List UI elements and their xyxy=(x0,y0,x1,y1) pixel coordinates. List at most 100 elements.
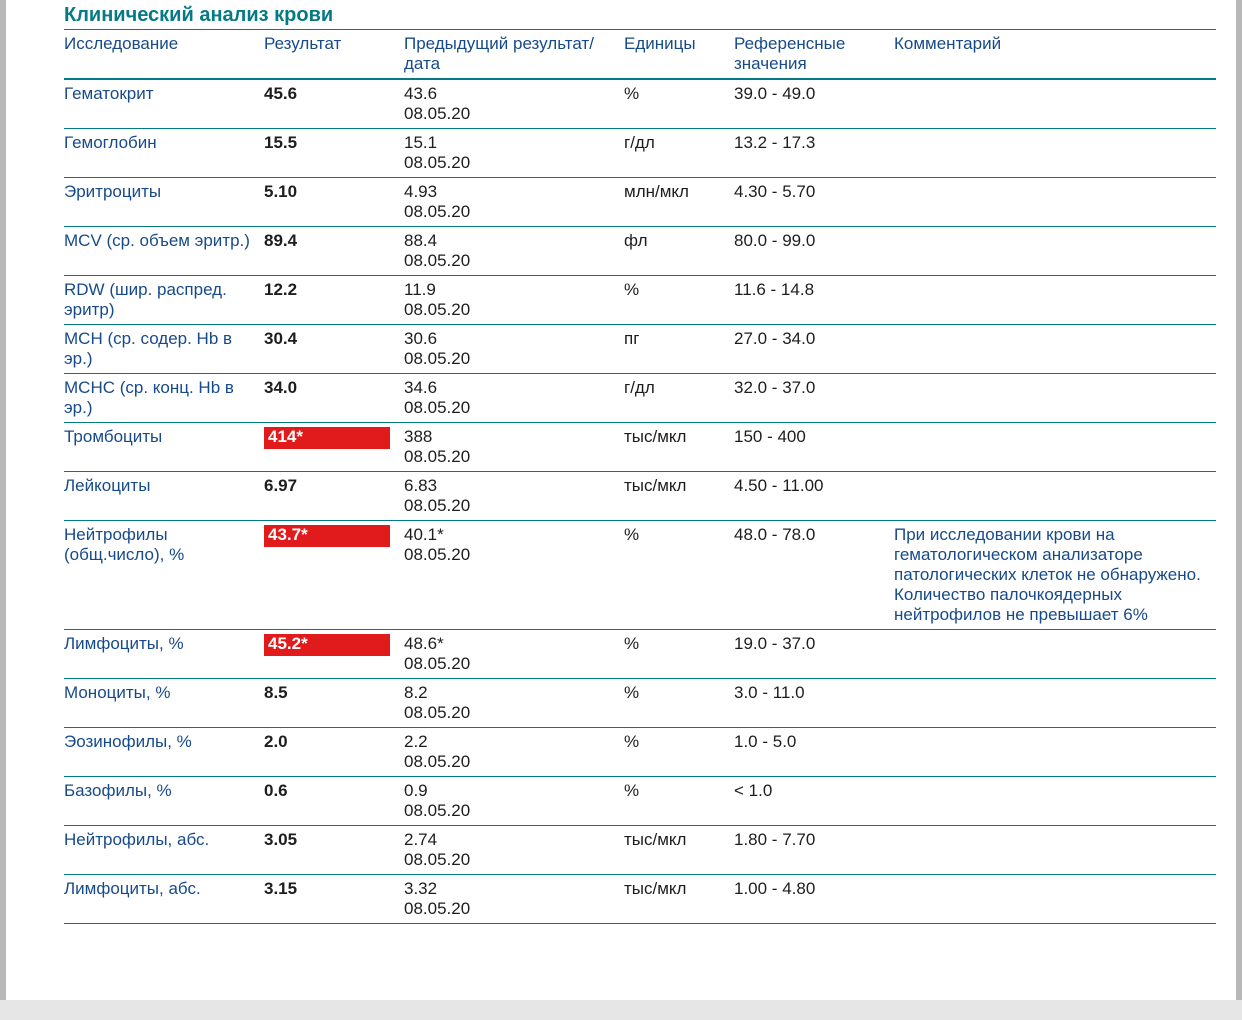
cell-reference: 19.0 - 37.0 xyxy=(734,630,894,679)
cell-reference: 3.0 - 11.0 xyxy=(734,679,894,728)
cell-reference: < 1.0 xyxy=(734,777,894,826)
cell-comment xyxy=(894,630,1216,679)
table-row: Гемоглобин15.515.108.05.20г/дл13.2 - 17.… xyxy=(64,129,1216,178)
cell-previous: 30.608.05.20 xyxy=(404,325,624,374)
prev-value: 8.2 xyxy=(404,683,428,702)
prev-date: 08.05.20 xyxy=(404,496,618,516)
cell-test: Нейтрофилы, абс. xyxy=(64,826,264,875)
cell-comment xyxy=(894,472,1216,521)
cell-reference: 150 - 400 xyxy=(734,423,894,472)
col-header-prev: Предыдущий результат/дата xyxy=(404,30,624,79)
cell-previous: 88.408.05.20 xyxy=(404,227,624,276)
cell-previous: 34.608.05.20 xyxy=(404,374,624,423)
abnormal-badge: 414* xyxy=(264,427,390,449)
prev-value: 388 xyxy=(404,427,432,446)
cell-units: тыс/мкл xyxy=(624,826,734,875)
cell-test: Эозинофилы, % xyxy=(64,728,264,777)
table-row: RDW (шир. распред. эритр)12.211.908.05.2… xyxy=(64,276,1216,325)
cell-units: % xyxy=(624,79,734,129)
prev-value: 48.6* xyxy=(404,634,444,653)
cell-comment xyxy=(894,679,1216,728)
cell-previous: 2.7408.05.20 xyxy=(404,826,624,875)
cell-previous: 0.908.05.20 xyxy=(404,777,624,826)
cell-units: % xyxy=(624,777,734,826)
cell-reference: 1.0 - 5.0 xyxy=(734,728,894,777)
col-header-ref: Референсные значения xyxy=(734,30,894,79)
cell-reference: 32.0 - 37.0 xyxy=(734,374,894,423)
prev-value: 3.32 xyxy=(404,879,437,898)
cell-result: 12.2 xyxy=(264,276,404,325)
prev-value: 2.74 xyxy=(404,830,437,849)
prev-date: 08.05.20 xyxy=(404,153,618,173)
cell-previous: 40.1*08.05.20 xyxy=(404,521,624,630)
cell-reference: 11.6 - 14.8 xyxy=(734,276,894,325)
table-row: Нейтрофилы (общ.число), %43.7*40.1*08.05… xyxy=(64,521,1216,630)
prev-value: 30.6 xyxy=(404,329,437,348)
page-root: Клинический анализ крови Исследование Ре… xyxy=(0,0,1242,1020)
prev-date: 08.05.20 xyxy=(404,398,618,418)
cell-previous: 38808.05.20 xyxy=(404,423,624,472)
prev-date: 08.05.20 xyxy=(404,447,618,467)
cell-comment xyxy=(894,423,1216,472)
cell-test: Гемоглобин xyxy=(64,129,264,178)
cell-result: 45.6 xyxy=(264,79,404,129)
cell-previous: 11.908.05.20 xyxy=(404,276,624,325)
cell-result: 34.0 xyxy=(264,374,404,423)
section-title: Клинический анализ крови xyxy=(64,0,1216,30)
prev-date: 08.05.20 xyxy=(404,899,618,919)
cell-previous: 3.3208.05.20 xyxy=(404,875,624,924)
cell-previous: 4.9308.05.20 xyxy=(404,178,624,227)
cell-result: 30.4 xyxy=(264,325,404,374)
cell-test: Лимфоциты, абс. xyxy=(64,875,264,924)
cell-test: Базофилы, % xyxy=(64,777,264,826)
cell-reference: 80.0 - 99.0 xyxy=(734,227,894,276)
cell-result: 0.6 xyxy=(264,777,404,826)
cell-comment xyxy=(894,777,1216,826)
cell-comment xyxy=(894,129,1216,178)
cell-result: 414* xyxy=(264,423,404,472)
cell-result: 2.0 xyxy=(264,728,404,777)
cell-result: 5.10 xyxy=(264,178,404,227)
prev-value: 40.1* xyxy=(404,525,444,544)
cell-units: тыс/мкл xyxy=(624,423,734,472)
cell-previous: 2.208.05.20 xyxy=(404,728,624,777)
prev-date: 08.05.20 xyxy=(404,251,618,271)
prev-date: 08.05.20 xyxy=(404,104,618,124)
table-row: MCHC (ср. конц. Hb в эр.)34.034.608.05.2… xyxy=(64,374,1216,423)
cell-comment xyxy=(894,178,1216,227)
cell-result: 3.05 xyxy=(264,826,404,875)
prev-value: 2.2 xyxy=(404,732,428,751)
prev-value: 11.9 xyxy=(404,280,436,299)
cell-units: млн/мкл xyxy=(624,178,734,227)
cell-comment xyxy=(894,374,1216,423)
cell-previous: 15.108.05.20 xyxy=(404,129,624,178)
cell-test: Эритроциты xyxy=(64,178,264,227)
cell-comment xyxy=(894,325,1216,374)
prev-date: 08.05.20 xyxy=(404,349,618,369)
table-row: Лейкоциты6.976.8308.05.20тыс/мкл4.50 - 1… xyxy=(64,472,1216,521)
cell-test: RDW (шир. распред. эритр) xyxy=(64,276,264,325)
col-header-units: Единицы xyxy=(624,30,734,79)
prev-value: 34.6 xyxy=(404,378,437,397)
col-header-result: Результат xyxy=(264,30,404,79)
cell-result: 45.2* xyxy=(264,630,404,679)
table-row: Лимфоциты, абс.3.153.3208.05.20тыс/мкл1.… xyxy=(64,875,1216,924)
prev-value: 4.93 xyxy=(404,182,437,201)
cell-units: % xyxy=(624,728,734,777)
col-header-test: Исследование xyxy=(64,30,264,79)
cell-units: % xyxy=(624,679,734,728)
prev-value: 15.1 xyxy=(404,133,437,152)
table-row: Лимфоциты, %45.2*48.6*08.05.20%19.0 - 37… xyxy=(64,630,1216,679)
cell-comment xyxy=(894,79,1216,129)
cell-previous: 48.6*08.05.20 xyxy=(404,630,624,679)
cell-units: пг xyxy=(624,325,734,374)
cell-reference: 48.0 - 78.0 xyxy=(734,521,894,630)
prev-date: 08.05.20 xyxy=(404,850,618,870)
prev-value: 88.4 xyxy=(404,231,437,250)
table-row: Эозинофилы, %2.02.208.05.20%1.0 - 5.0 xyxy=(64,728,1216,777)
cell-reference: 4.30 - 5.70 xyxy=(734,178,894,227)
table-header-row: Исследование Результат Предыдущий резуль… xyxy=(64,30,1216,79)
cell-result: 8.5 xyxy=(264,679,404,728)
cell-units: % xyxy=(624,630,734,679)
cell-units: % xyxy=(624,521,734,630)
